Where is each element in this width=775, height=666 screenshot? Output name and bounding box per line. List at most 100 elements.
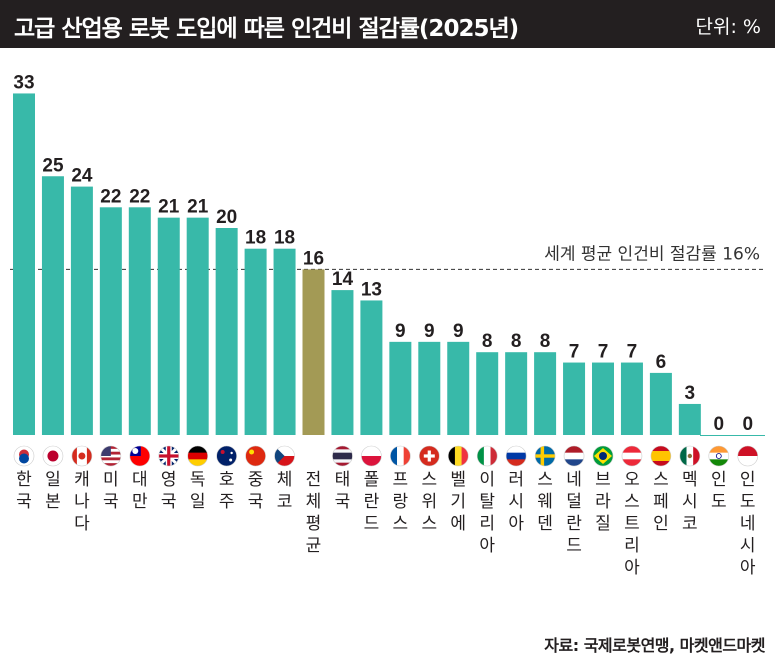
value-label: 9 (453, 321, 464, 342)
title-bar: 고급 산업용 로봇 도입에 따른 인건비 절감률(2025년) 단위: % (0, 0, 775, 48)
taiwan-flag-icon (129, 445, 151, 467)
bar (331, 290, 354, 435)
usa-flag-icon (100, 445, 122, 467)
value-label: 16 (303, 248, 324, 269)
value-label: 8 (511, 331, 522, 352)
bar (649, 372, 672, 435)
value-label: 7 (598, 342, 609, 363)
indonesia-flag-icon (737, 445, 759, 467)
canada-flag-icon (71, 445, 93, 467)
value-label: 24 (71, 166, 93, 187)
bar-average (302, 269, 325, 435)
bar (534, 352, 557, 435)
value-label: 18 (274, 228, 295, 249)
unit-label: 단위: % (695, 16, 761, 38)
belgium-flag-icon (447, 445, 469, 467)
bar (186, 217, 209, 435)
value-label: 21 (158, 197, 180, 218)
value-label: 20 (216, 207, 237, 228)
bar (476, 352, 499, 435)
chart-title: 고급 산업용 로봇 도입에 따른 인건비 절감률(2025년) (14, 16, 519, 42)
uk-flag-icon (158, 445, 180, 467)
bar (244, 248, 267, 435)
japan-flag-icon (42, 445, 64, 467)
bar (215, 228, 238, 435)
bar (157, 217, 180, 435)
bar (447, 341, 470, 435)
bar (70, 186, 93, 435)
value-label: 22 (100, 186, 121, 207)
thailand-flag-icon (332, 445, 353, 467)
bar (592, 362, 614, 435)
netherlands-flag-icon (563, 445, 585, 467)
mexico-flag-icon (679, 445, 701, 467)
value-label: 13 (361, 279, 382, 300)
brazil-flag-icon (592, 445, 614, 467)
value-label: 6 (656, 352, 667, 373)
australia-flag-icon (216, 445, 237, 467)
bar (563, 362, 586, 435)
average-reference-label: 세계 평균 인건비 절감률 16% (544, 244, 760, 264)
value-label: 7 (569, 342, 580, 363)
value-label: 22 (129, 186, 150, 207)
value-label: 33 (13, 72, 34, 93)
bar (13, 93, 35, 435)
bar (389, 341, 412, 435)
value-label: 25 (42, 155, 64, 176)
value-label: 8 (482, 331, 493, 352)
value-label: 21 (187, 197, 209, 218)
czech-flag-icon (274, 445, 295, 467)
value-label: 9 (424, 321, 435, 342)
bar (418, 341, 441, 435)
value-label: 8 (540, 331, 551, 352)
bar-chart: 세계 평균 인건비 절감률 16% 33 한 국 25 일 본 24 캐 나 다 22 미 국 22 대 만 21… (10, 72, 765, 578)
sweden-flag-icon (534, 445, 556, 467)
korea-flag-icon (13, 445, 35, 467)
russia-flag-icon (505, 445, 527, 467)
austria-flag-icon (621, 445, 643, 467)
value-label: 0 (714, 414, 725, 435)
source-note: 자료: 국제로봇연맹, 마켓앤드마켓 (544, 636, 765, 655)
bar (505, 352, 528, 435)
spain-flag-icon (650, 445, 672, 467)
italy-flag-icon (476, 445, 498, 467)
value-label: 9 (395, 321, 406, 342)
bar (273, 248, 296, 435)
bar (678, 403, 701, 435)
france-flag-icon (390, 445, 411, 467)
bar (41, 176, 64, 435)
switzerland-flag-icon (418, 445, 440, 467)
bar (99, 207, 122, 435)
value-label: 3 (685, 383, 696, 404)
value-label: 0 (742, 414, 753, 435)
china-flag-icon (245, 445, 266, 467)
poland-flag-icon (361, 445, 382, 467)
germany-flag-icon (187, 445, 208, 467)
bar (128, 207, 151, 435)
